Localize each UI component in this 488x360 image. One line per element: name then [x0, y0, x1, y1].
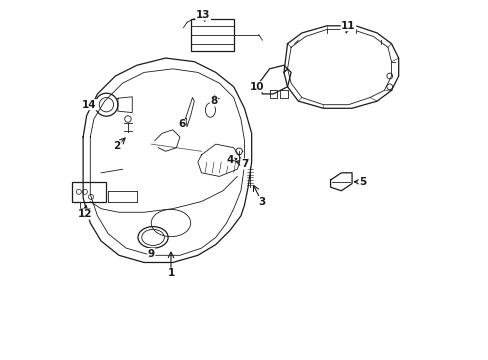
Text: 11: 11 — [341, 21, 355, 31]
Text: 3: 3 — [258, 197, 265, 207]
Text: 14: 14 — [82, 100, 97, 110]
Text: 6: 6 — [178, 120, 185, 129]
Text: 1: 1 — [167, 268, 174, 278]
Text: 2: 2 — [113, 141, 121, 151]
Text: 8: 8 — [210, 96, 217, 106]
Text: 4: 4 — [226, 155, 233, 165]
Text: 9: 9 — [147, 248, 155, 258]
Text: 13: 13 — [196, 10, 210, 20]
Text: 7: 7 — [240, 159, 248, 169]
Text: 12: 12 — [78, 209, 92, 219]
Text: 10: 10 — [249, 82, 264, 92]
Text: 5: 5 — [359, 177, 366, 187]
